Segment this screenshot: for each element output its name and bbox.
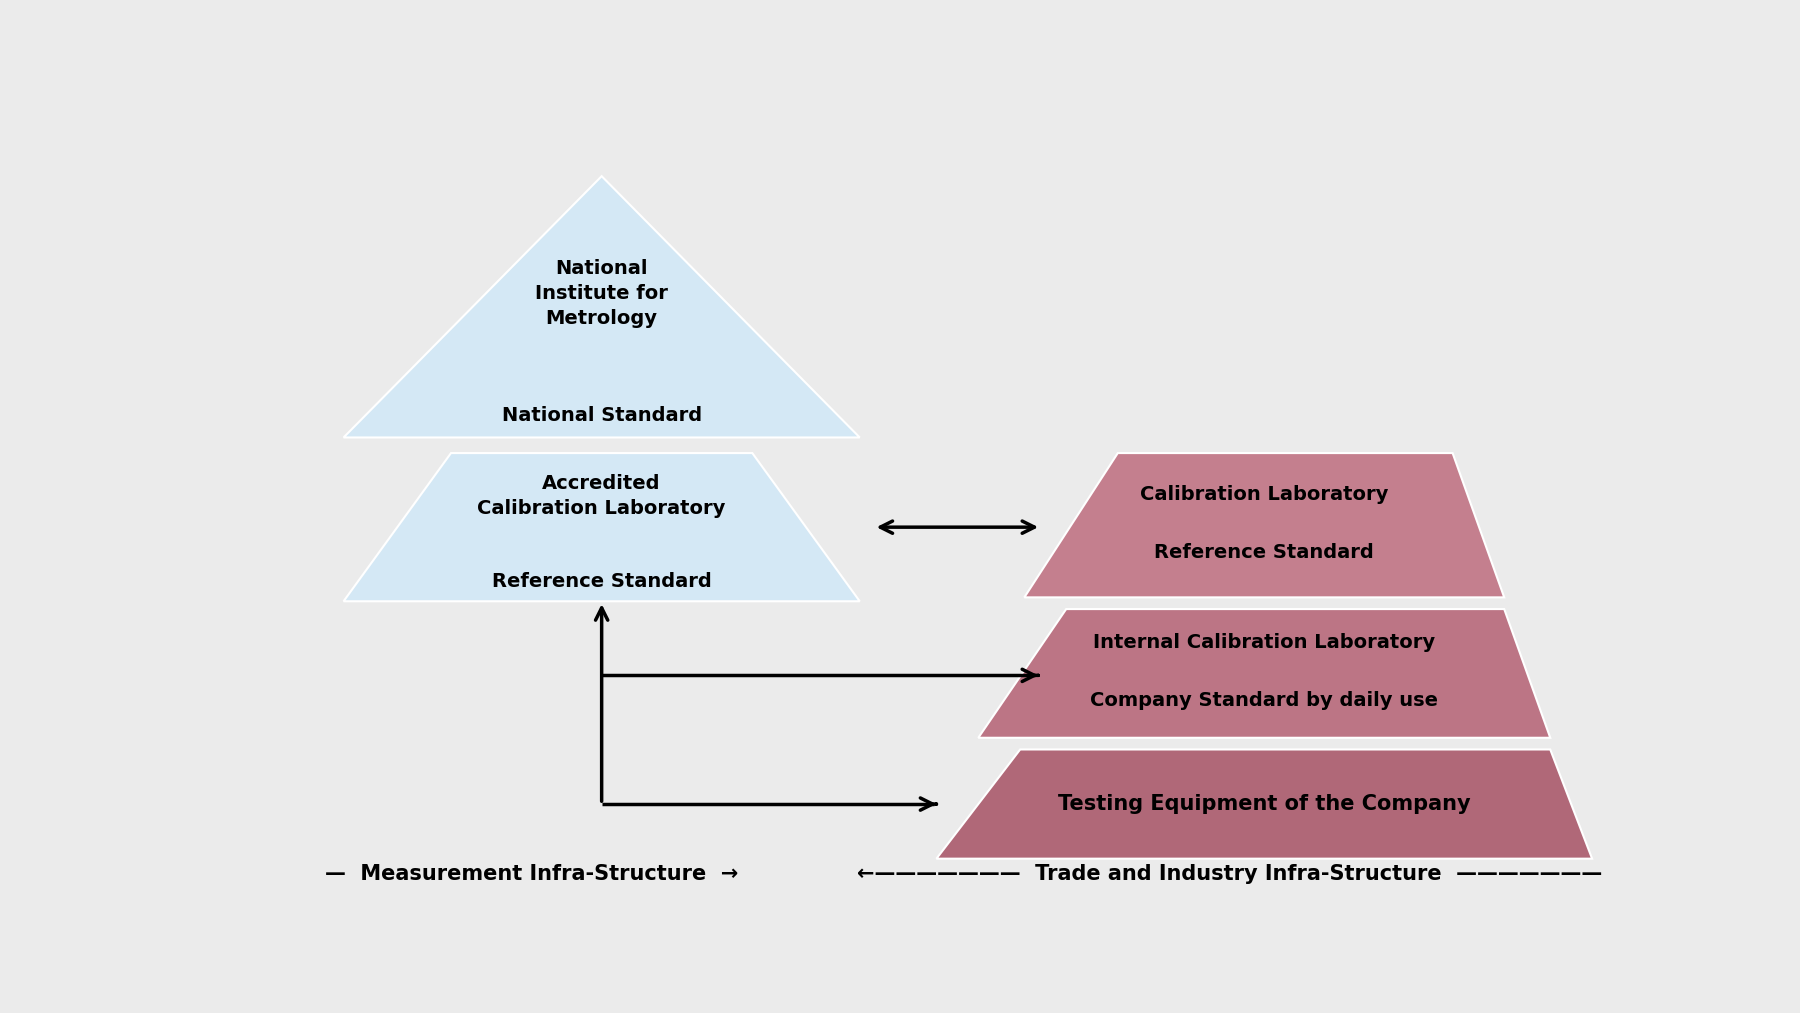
Polygon shape: [344, 176, 860, 438]
Text: Company Standard by daily use: Company Standard by daily use: [1091, 691, 1438, 710]
Text: —  Measurement Infra-Structure  →: — Measurement Infra-Structure →: [326, 864, 738, 884]
Polygon shape: [344, 453, 860, 602]
Polygon shape: [936, 750, 1591, 859]
Text: Calibration Laboratory: Calibration Laboratory: [1139, 484, 1388, 503]
Text: ←———————  Trade and Industry Infra-Structure  ———————: ←——————— Trade and Industry Infra-Struct…: [857, 864, 1602, 884]
Polygon shape: [1024, 453, 1505, 598]
Text: Reference Standard: Reference Standard: [491, 572, 711, 592]
Text: Reference Standard: Reference Standard: [1154, 543, 1373, 562]
Text: Accredited
Calibration Laboratory: Accredited Calibration Laboratory: [477, 474, 725, 518]
Text: National
Institute for
Metrology: National Institute for Metrology: [535, 259, 668, 328]
Text: Internal Calibration Laboratory: Internal Calibration Laboratory: [1093, 633, 1435, 651]
Text: National Standard: National Standard: [502, 406, 702, 425]
Polygon shape: [979, 609, 1550, 737]
Text: Testing Equipment of the Company: Testing Equipment of the Company: [1058, 794, 1471, 814]
